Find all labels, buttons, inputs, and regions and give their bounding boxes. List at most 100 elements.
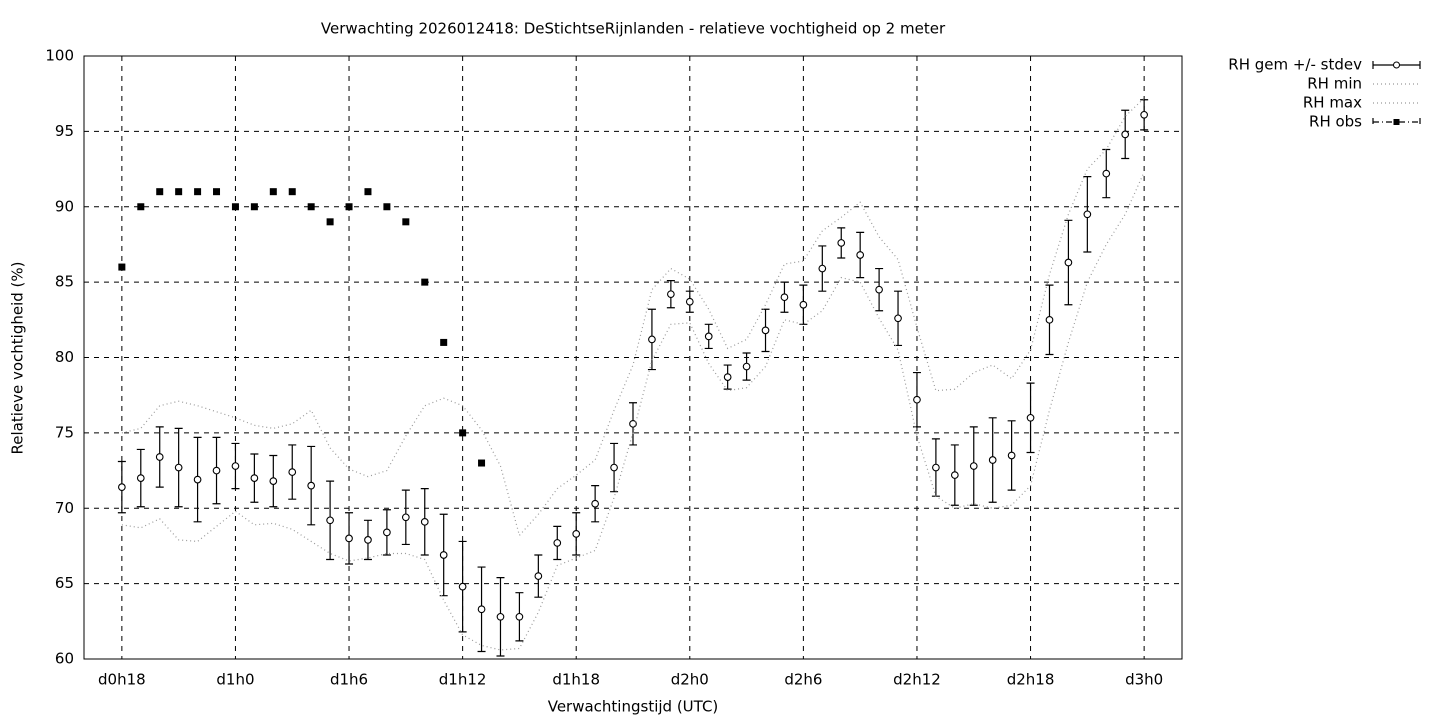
point <box>383 528 391 537</box>
point <box>458 582 467 591</box>
x-tick-label: d1h18 <box>552 671 600 689</box>
point <box>1140 110 1148 119</box>
legend-swatch <box>1372 118 1421 126</box>
point <box>212 466 221 475</box>
point <box>913 395 921 404</box>
point <box>496 612 505 621</box>
x-tick-label: d1h12 <box>439 671 487 689</box>
point <box>950 471 959 479</box>
point <box>837 239 846 247</box>
x-tick-label: d3h0 <box>1125 671 1163 689</box>
point <box>345 203 353 211</box>
legend-swatch <box>1393 61 1400 69</box>
point <box>667 290 675 299</box>
point <box>420 517 429 526</box>
legend-label: RH min <box>1307 75 1362 93</box>
point <box>307 203 315 211</box>
point <box>307 481 316 490</box>
chart-title: Verwachting 2026012418: DeStichtseRijnla… <box>321 20 946 38</box>
point <box>515 612 524 621</box>
point <box>155 453 164 461</box>
point <box>402 218 410 226</box>
y-tick-label: 95 <box>55 122 74 140</box>
point <box>213 188 221 196</box>
point <box>629 419 637 428</box>
x-tick-label: d2h6 <box>784 671 822 689</box>
point <box>534 572 543 580</box>
point <box>477 605 486 614</box>
point <box>250 474 259 482</box>
point <box>685 297 694 306</box>
point <box>364 188 372 196</box>
x-tick-label: d1h0 <box>216 671 254 689</box>
y-tick-label: 85 <box>55 273 74 291</box>
plot-frame <box>83 55 1183 660</box>
point <box>1121 130 1130 139</box>
point <box>799 300 808 309</box>
point <box>175 188 183 196</box>
point <box>1083 210 1092 219</box>
x-tick-label: d2h18 <box>1007 671 1055 689</box>
point <box>269 477 278 485</box>
point <box>118 483 126 491</box>
point <box>969 462 978 470</box>
point <box>875 285 883 294</box>
point <box>780 293 789 302</box>
point <box>478 459 486 467</box>
point <box>894 314 902 323</box>
line <box>121 97 1145 537</box>
point <box>439 551 448 559</box>
y-tick-label: 80 <box>55 348 74 366</box>
point <box>723 373 732 381</box>
point <box>326 218 334 226</box>
y-tick-label: 70 <box>55 499 74 517</box>
point <box>288 468 297 476</box>
point <box>364 536 372 544</box>
point <box>761 326 770 335</box>
x-tick-label: d0h18 <box>98 671 146 689</box>
point <box>136 474 145 482</box>
point <box>401 513 410 522</box>
point <box>572 530 581 538</box>
point <box>648 335 656 344</box>
legend-label: RH max <box>1303 94 1362 112</box>
x-tick-label: d2h0 <box>671 671 709 689</box>
point <box>231 462 240 470</box>
legend-label: RH obs <box>1309 113 1362 131</box>
line <box>121 171 1145 651</box>
point <box>193 475 202 484</box>
point <box>231 203 239 211</box>
y-tick-label: 90 <box>55 197 74 215</box>
point <box>1064 258 1073 267</box>
point <box>345 534 353 543</box>
point <box>856 251 865 259</box>
point <box>250 203 258 211</box>
y-tick-label: 60 <box>55 650 74 668</box>
legend-label: RH gem +/- stdev <box>1228 56 1362 74</box>
point <box>1007 451 1016 460</box>
point <box>742 362 751 371</box>
legend-swatch <box>1393 119 1400 125</box>
point <box>174 463 183 472</box>
point <box>383 203 391 211</box>
point <box>932 463 940 472</box>
point <box>1045 315 1054 324</box>
y-tick-label: 75 <box>55 423 74 441</box>
y-tick-label: 100 <box>45 47 74 65</box>
x-tick-label: d1h6 <box>330 671 368 689</box>
point <box>194 188 202 196</box>
point <box>988 456 997 464</box>
point <box>704 332 713 341</box>
point <box>156 188 164 196</box>
y-axis-label: Relatieve vochtigheid (%) <box>9 261 27 454</box>
x-axis-label: Verwachtingstijd (UTC) <box>548 698 719 716</box>
y-tick-label: 65 <box>55 574 74 592</box>
point <box>1102 169 1111 178</box>
point <box>326 516 334 525</box>
point <box>818 264 827 273</box>
point <box>440 338 448 346</box>
point <box>421 278 429 286</box>
x-tick-label: d2h12 <box>893 671 941 689</box>
point <box>137 203 145 211</box>
